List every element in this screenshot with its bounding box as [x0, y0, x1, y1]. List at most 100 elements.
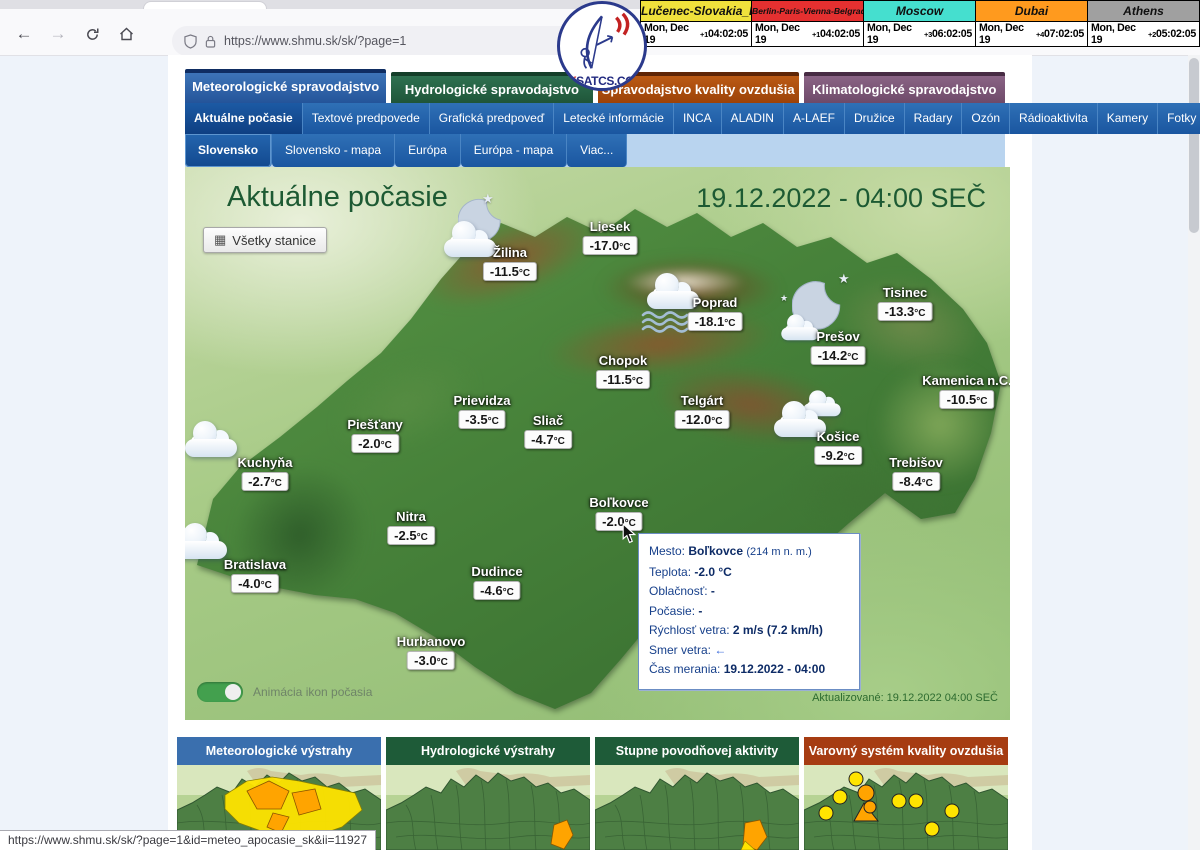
clock-utc-offset: +3: [924, 29, 932, 39]
station-temperature: -2.0°C: [351, 434, 399, 453]
view-tab-slovensko-mapa[interactable]: Slovensko - mapa: [272, 134, 396, 167]
sub-tab-leteck-inform-cie[interactable]: Letecké informácie: [554, 103, 674, 134]
station-name: Tisinec: [882, 285, 928, 300]
tooltip-label: Počasie:: [649, 603, 696, 618]
panel-minimap-flood[interactable]: [595, 765, 799, 850]
panel-minimap-hydro[interactable]: [386, 765, 590, 850]
mouse-cursor: [622, 522, 637, 549]
station-name: Liesek: [589, 219, 631, 234]
reload-button[interactable]: [80, 22, 104, 46]
toggle-knob: [225, 684, 241, 700]
station-dudince[interactable]: Dudince -4.6°C: [471, 564, 523, 600]
clock-city-label: Moscow: [864, 1, 975, 22]
station-chopok[interactable]: Chopok -11.5°C: [595, 353, 651, 389]
browser-tab[interactable]: [143, 1, 267, 10]
clock-city-label: Athens: [1088, 1, 1199, 22]
main-tab-klimatologick-spravodajstvo[interactable]: Klimatologické spravodajstvo: [803, 72, 1005, 103]
station-temperature: -11.5°C: [482, 262, 538, 281]
station-kuchy-a[interactable]: Kuchyňa -2.7°C: [238, 455, 292, 491]
sub-tab-grafick-predpove[interactable]: Grafická predpoveď: [429, 103, 555, 134]
clock-value: 06:02:05: [931, 28, 972, 40]
station-temperature: -17.0°C: [582, 236, 638, 255]
toggle-pill[interactable]: [197, 682, 243, 702]
view-tab-slovensko[interactable]: Slovensko: [185, 134, 273, 167]
forward-button[interactable]: →: [49, 24, 67, 43]
station-temperature: -3.5°C: [458, 410, 506, 429]
url-text: https://www.shmu.sk/sk/?page=1: [224, 34, 407, 48]
station-temperature: -2.5°C: [387, 526, 435, 545]
sub-tab-aktu-lne-po-asie[interactable]: Aktuálne počasie: [185, 103, 303, 134]
cloud-icon: [185, 421, 239, 457]
tooltip-value: -: [698, 603, 703, 618]
animation-toggle[interactable]: Animácia ikon počasia: [197, 682, 372, 702]
station-pre-ov[interactable]: Prešov -14.2°C: [810, 329, 866, 365]
dxsatcs-logo-circle: DXSATCS.COM: [557, 1, 647, 91]
clock-city-label: Lučenec-Slovakia_R.Dávid: [641, 1, 751, 22]
sub-tab-inca[interactable]: INCA: [673, 103, 722, 134]
sub-tab-bar: Aktuálne počasie Textové predpovede Grafic…: [185, 103, 1200, 134]
clock-city-label: Berlin-Paris-Vienna-Belgrade: [752, 1, 863, 22]
clock-date: Mon, Dec 19: [1091, 22, 1136, 46]
station-temperature: -4.7°C: [524, 430, 572, 449]
clock-berlin-paris-vienna-belgrade: Berlin-Paris-Vienna-Belgrade Mon, Dec 19 +…: [752, 0, 864, 47]
panel-minimap-air[interactable]: [804, 765, 1008, 850]
panel-hydrologick-v-strahy[interactable]: Hydrologické výstrahy: [386, 737, 590, 850]
station-tooltip: Mesto: Boľkovce (214 m n. m.) Teplota: -2…: [638, 533, 860, 690]
station-trebi-ov[interactable]: Trebišov -8.4°C: [889, 455, 943, 491]
view-tab-eur-pa[interactable]: Európa: [395, 134, 461, 167]
clock-date: Mon, Dec 19: [979, 22, 1024, 46]
main-tab-meteorologick-spravodajstvo[interactable]: Meteorologické spravodajstvo: [185, 69, 387, 103]
sub-tab-textov-predpovede[interactable]: Textové predpovede: [302, 103, 430, 134]
weather-map[interactable]: Aktuálne počasie 19.12.2022 - 04:00 SEČ …: [185, 167, 1010, 720]
station-prievidza[interactable]: Prievidza -3.5°C: [453, 393, 511, 429]
sub-tab-oz-n[interactable]: Ozón: [962, 103, 1011, 134]
station-liesek[interactable]: Liesek -17.0°C: [582, 219, 638, 255]
sub-tab-dru-ice[interactable]: Družice: [844, 103, 905, 134]
back-button[interactable]: ←: [15, 24, 33, 43]
sub-tab-r-dioaktivita[interactable]: Rádioaktivita: [1010, 103, 1098, 134]
scrollbar[interactable]: [1188, 55, 1200, 850]
station-temperature: -14.2°C: [810, 346, 866, 365]
clock-time: Mon, Dec 19 +1 04:02:05: [641, 22, 751, 46]
station-tisinec[interactable]: Tisinec -13.3°C: [877, 285, 933, 321]
station-temperature: -4.6°C: [473, 581, 521, 600]
panel-varovn-syst-m-kvality-ovzdu-ia[interactable]: Varovný systém kvality ovzdušia: [804, 737, 1008, 850]
panel-stupne-povod-ovej-aktivity[interactable]: Stupne povodňovej aktivity: [595, 737, 799, 850]
station-ilina[interactable]: Žilina -11.5°C: [482, 245, 538, 281]
station-temperature: -13.3°C: [877, 302, 933, 321]
view-tab-viac[interactable]: Viac...: [567, 134, 628, 167]
station-name: Bratislava: [223, 557, 287, 572]
clock-value: 04:02:05: [819, 28, 860, 40]
all-stations-button[interactable]: ▦ Všetky stanice: [203, 227, 328, 253]
station-pie-any[interactable]: Piešťany -2.0°C: [347, 417, 403, 453]
all-stations-label: Všetky stanice: [232, 232, 317, 248]
station-bo-kovce[interactable]: Boľkovce -2.0°C: [589, 495, 649, 531]
sub-tab-fotky[interactable]: Fotky: [1158, 103, 1200, 134]
sub-tab-a-laef[interactable]: A-LAEF: [783, 103, 845, 134]
dxsatcs-logo-text: DXSATCS.COM: [560, 74, 644, 88]
station-ko-ice[interactable]: Košice -9.2°C: [814, 429, 862, 465]
home-button[interactable]: [114, 22, 138, 46]
scrollbar-thumb[interactable]: [1189, 58, 1199, 233]
station-slia[interactable]: Sliač -4.7°C: [524, 413, 572, 449]
clock-utc-offset: +4: [1036, 29, 1044, 39]
clock-time: Mon, Dec 19 +3 06:02:05: [864, 22, 975, 46]
station-bratislava[interactable]: Bratislava -4.0°C: [224, 557, 286, 593]
sub-tab-radary[interactable]: Radary: [904, 103, 963, 134]
view-tab-eur-pa-mapa[interactable]: Európa - mapa: [460, 134, 568, 167]
sub-tab-kamery[interactable]: Kamery: [1097, 103, 1159, 134]
station-kamenica-n-c[interactable]: Kamenica n.C. -10.5°C: [922, 373, 1010, 409]
lock-icon: [205, 35, 216, 48]
station-name: Boľkovce: [589, 495, 649, 510]
main-tab-hydrologick-spravodajstvo[interactable]: Hydrologické spravodajstvo: [391, 72, 593, 103]
station-hurbanovo[interactable]: Hurbanovo -3.0°C: [397, 634, 465, 670]
station-temperature: -2.7°C: [241, 472, 289, 491]
shield-icon: [184, 33, 197, 49]
station-poprad[interactable]: Poprad -18.1°C: [687, 295, 743, 331]
station-telg-rt[interactable]: Telgárt -12.0°C: [674, 393, 730, 429]
animation-toggle-label: Animácia ikon počasia: [253, 685, 373, 699]
station-name: Nitra: [396, 509, 426, 524]
station-nitra[interactable]: Nitra -2.5°C: [387, 509, 435, 545]
sub-tab-aladin[interactable]: ALADIN: [721, 103, 784, 134]
browser-status-bar: https://www.shmu.sk/sk/?page=1&id=meteo_…: [0, 830, 376, 850]
